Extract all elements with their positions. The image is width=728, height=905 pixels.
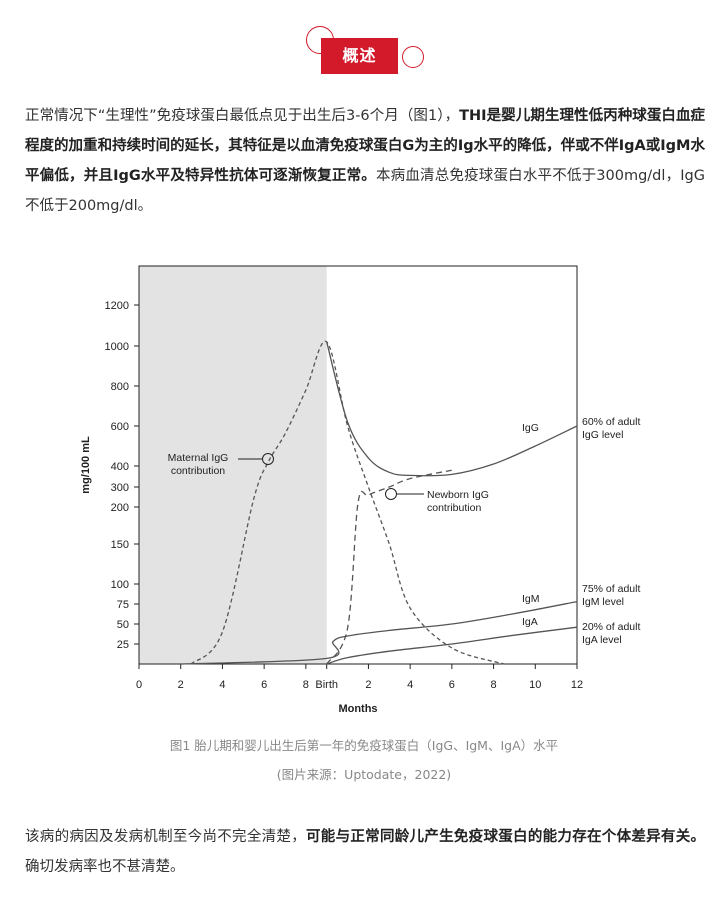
x-tick-label: Birth <box>315 679 338 691</box>
x-tick-label: 12 <box>571 679 583 691</box>
igm-end-label-line1: 75% of adult <box>582 583 640 595</box>
decor-circle-right <box>402 46 424 68</box>
plot-frame <box>138 265 578 665</box>
y-tick-label: 1000 <box>105 341 129 353</box>
x-tick-label: 4 <box>407 679 413 691</box>
maternal-igg-line <box>190 340 505 665</box>
x-axis-label: Months <box>338 703 377 715</box>
x-tick-label: 2 <box>178 679 184 691</box>
y-tick-label: 50 <box>117 619 129 631</box>
intro-bold-text: THI是婴儿期生理性低丙种球蛋白血症程度的加重和持续时间的延长，其特征是以血清免… <box>25 108 706 184</box>
intro-text-2: 本病血清总免疫球蛋白水平不低于300mg/dl，IgG不低于200mg/dl。 <box>25 168 705 214</box>
newborn-igg-line <box>326 469 453 665</box>
y-tick-label: 100 <box>111 579 129 591</box>
maternal-label-line2: contribution <box>171 465 225 477</box>
newborn-marker-circle <box>385 488 397 500</box>
y-tick-label: 150 <box>111 539 129 551</box>
etiology-text-1: 该病的病因及发病机制至今尚不完全清楚， <box>25 829 306 845</box>
newborn-label-line1: Newborn IgG <box>427 489 489 501</box>
y-tick-label: 600 <box>111 421 129 433</box>
y-axis-label: mg/100 mL <box>80 436 92 494</box>
igm-line <box>180 600 578 665</box>
x-tick-label: 4 <box>219 679 225 691</box>
figure-source: (图片来源：Uptodate，2022) <box>276 767 452 782</box>
x-tick-label: 2 <box>365 679 371 691</box>
y-tick-label: 75 <box>117 599 129 611</box>
x-tick-label: 8 <box>303 679 309 691</box>
y-tick-label: 800 <box>111 381 129 393</box>
maternal-marker-circle <box>262 453 274 465</box>
igm-series-label: IgM <box>522 593 540 605</box>
x-tick-label: 6 <box>261 679 267 691</box>
iga-line <box>326 626 578 665</box>
y-tick-label: 25 <box>117 639 129 651</box>
igg-end-label-line1: 60% of adult <box>582 416 640 428</box>
x-tick-label: 6 <box>449 679 455 691</box>
figure-caption: 图1 胎儿期和婴儿出生后第一年的免疫球蛋白（IgG、IgM、IgA）水平 <box>169 738 559 753</box>
etiology-text-2: 确切发病率也不甚清楚。 <box>25 859 185 875</box>
intro-paragraph: 正常情况下“生理性”免疫球蛋白最低点见于出生后3-6个月（图1），THI是婴儿期… <box>25 101 705 221</box>
maternal-label-line1: Maternal IgG <box>168 452 229 464</box>
iga-end-label-line2: IgA level <box>582 634 622 646</box>
chart-axes: 1200 1000 800 600 400 300 200 150 100 75 50 25 0 2 4 6 8… <box>80 300 583 715</box>
section-header: 概述 <box>302 24 426 78</box>
igm-end-label-line2: IgM level <box>582 596 624 608</box>
intro-text-1: 正常情况下“生理性”免疫球蛋白最低点见于出生后3-6个月（图1）， <box>25 108 460 124</box>
igg-end-label-line2: IgG level <box>582 429 623 441</box>
x-tick-label: 0 <box>136 679 142 691</box>
prenatal-shaded-region <box>139 266 327 664</box>
x-tick-label: 10 <box>529 679 541 691</box>
etiology-paragraph: 该病的病因及发病机制至今尚不完全清楚，可能与正常同龄儿产生免疫球蛋白的能力存在个… <box>25 822 705 882</box>
igg-line <box>326 341 578 477</box>
newborn-label-line2: contribution <box>427 502 481 514</box>
igg-series-label: IgG <box>522 422 539 434</box>
iga-end-label-line1: 20% of adult <box>582 621 640 633</box>
y-tick-label: 1200 <box>105 300 129 312</box>
iga-series-label: IgA <box>522 616 538 628</box>
y-tick-label: 400 <box>111 461 129 473</box>
etiology-bold-text: 可能与正常同龄儿产生免疫球蛋白的能力存在个体差异有关。 <box>306 829 706 845</box>
chart-series <box>180 340 578 665</box>
y-tick-label: 300 <box>111 482 129 494</box>
chart-frame-group <box>138 265 578 665</box>
section-title: 概述 <box>321 38 398 74</box>
x-tick-label: 8 <box>491 679 497 691</box>
y-tick-label: 200 <box>111 502 129 514</box>
